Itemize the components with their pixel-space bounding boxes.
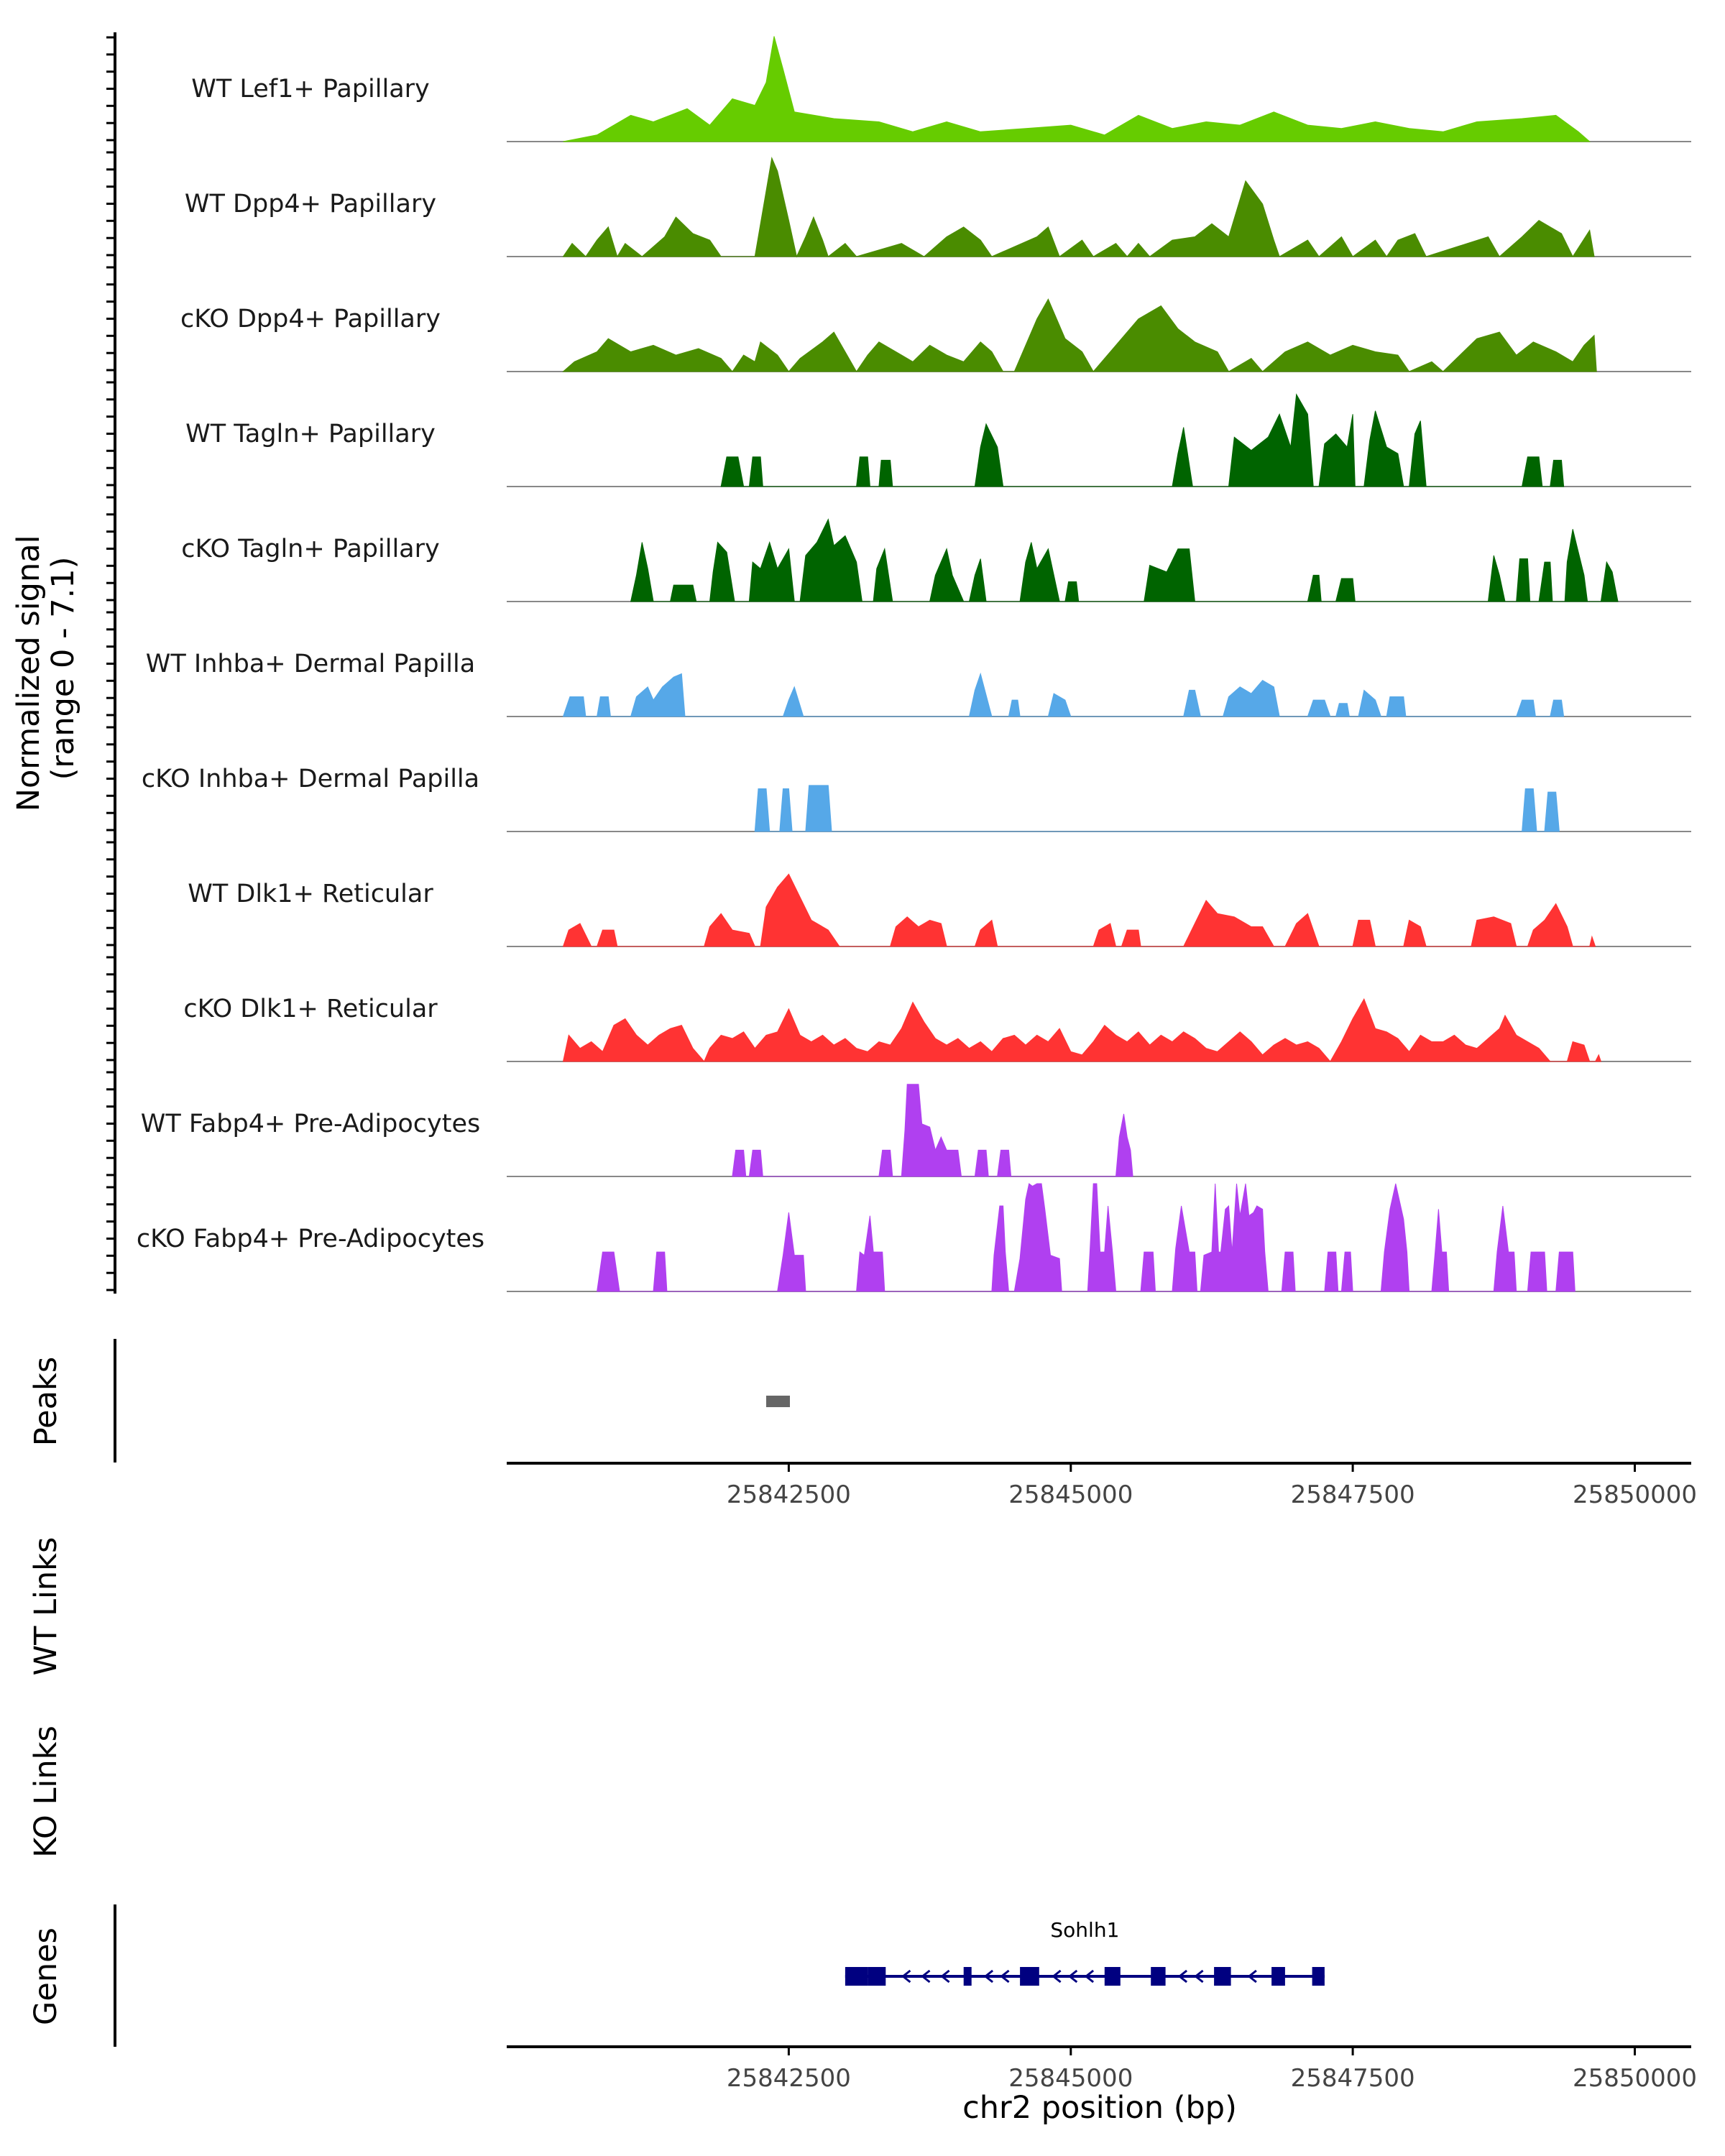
track-label: cKO Dlk1+ Reticular: [183, 995, 438, 1023]
strand-arrow: [1000, 1969, 1010, 1984]
strand-arrow: [983, 1969, 994, 1984]
gene-exon: [1020, 1967, 1039, 1986]
strand-arrow: [1247, 1969, 1257, 1984]
coverage-area: [563, 36, 1591, 142]
coverage-y-axis-label-line1: Normalized signal: [11, 535, 47, 811]
coverage-area: [630, 518, 1619, 602]
x-tick-label: 25845000: [1008, 1480, 1133, 1509]
gene-exon: [868, 1967, 886, 1986]
strand-arrow: [1052, 1969, 1062, 1984]
coverage-area: [597, 1183, 1576, 1292]
x-tick-label: 25842500: [727, 1480, 851, 1509]
track-label: WT Dpp4+ Papillary: [185, 190, 436, 218]
strand-arrow: [921, 1969, 931, 1984]
x-axis-upper: 25842500 25845000 25847500 25850000: [507, 1462, 1697, 1509]
track-cko-dlk1-reticular: cKO Dlk1+ Reticular: [183, 995, 1691, 1062]
track-wt-inhba-dermal-papilla: WT Inhba+ Dermal Papilla: [146, 650, 1691, 717]
track-cko-fabp4-pre-adipocytes: cKO Fabp4+ Pre-Adipocytes: [137, 1183, 1691, 1292]
track-label: cKO Inhba+ Dermal Papilla: [142, 765, 479, 793]
strand-arrow: [1067, 1969, 1078, 1984]
track-label: cKO Fabp4+ Pre-Adipocytes: [137, 1225, 484, 1253]
track-wt-lef1-papillary: WT Lef1+ Papillary: [191, 36, 1691, 142]
peak-region: [766, 1396, 790, 1407]
track-cko-dpp4-papillary: cKO Dpp4+ Papillary: [180, 298, 1691, 372]
peaks-regions: [766, 1396, 790, 1407]
x-tick-label: 25847500: [1291, 1480, 1415, 1509]
strand-arrow: [1177, 1969, 1188, 1984]
x-tick-label: 25842500: [727, 2064, 851, 2093]
coverage-area: [562, 873, 1596, 947]
coverage-y-axis: [106, 32, 116, 1294]
track-cko-tagln-papillary: cKO Tagln+ Papillary: [181, 518, 1691, 602]
track-label: WT Fabp4+ Pre-Adipocytes: [141, 1110, 480, 1138]
strand-arrow: [940, 1969, 950, 1984]
coverage-area: [732, 1084, 1133, 1177]
track-label: cKO Tagln+ Papillary: [181, 535, 440, 563]
gene-exon: [1214, 1967, 1231, 1986]
x-axis-label: chr2 position (bp): [962, 2090, 1237, 2126]
gene-name-label: Sohlh1: [1050, 1918, 1119, 1942]
track-wt-fabp4-pre-adipocytes: WT Fabp4+ Pre-Adipocytes: [141, 1084, 1691, 1177]
gene-model: Sohlh1: [845, 1918, 1325, 1986]
coverage-y-axis-label-line2: (range 0 - 7.1): [45, 557, 81, 780]
track-label: WT Lef1+ Papillary: [191, 75, 430, 103]
track-label: cKO Dpp4+ Papillary: [180, 305, 441, 333]
coverage-tracks: WT Lef1+ Papillary WT Dpp4+ Papillary cKO …: [137, 36, 1691, 1292]
gene-exon: [1151, 1967, 1166, 1986]
track-cko-inhba-dermal-papilla: cKO Inhba+ Dermal Papilla: [142, 765, 1691, 832]
coverage-area: [562, 672, 1565, 717]
track-label: WT Dlk1+ Reticular: [188, 880, 433, 908]
peaks-label: Peaks: [28, 1357, 64, 1447]
strand-arrow: [901, 1969, 911, 1984]
track-wt-tagln-papillary: WT Tagln+ Papillary: [185, 393, 1691, 487]
gene-exon: [845, 1967, 868, 1986]
gene-exon: [1271, 1967, 1285, 1986]
track-label: WT Tagln+ Papillary: [185, 420, 436, 448]
track-label: WT Inhba+ Dermal Papilla: [146, 650, 475, 678]
gene-exon: [963, 1967, 972, 1986]
x-tick-label: 25850000: [1573, 2064, 1697, 2093]
coverage-area: [754, 785, 1560, 832]
genes-label: Genes: [28, 1927, 64, 2025]
x-tick-label: 25850000: [1573, 1480, 1697, 1509]
track-wt-dpp4-papillary: WT Dpp4+ Papillary: [185, 156, 1691, 258]
coverage-area: [562, 156, 1595, 258]
strand-arrow: [1084, 1969, 1095, 1984]
coverage-y-axis-label: Normalized signal (range 0 - 7.1): [11, 525, 81, 811]
gene-exon: [1312, 1967, 1325, 1986]
strand-arrow: [1194, 1969, 1204, 1984]
track-wt-dlk1-reticular: WT Dlk1+ Reticular: [188, 873, 1691, 947]
coverage-area: [562, 298, 1597, 372]
coverage-area: [562, 998, 1602, 1062]
ko-links-label: KO Links: [28, 1726, 64, 1858]
x-tick-label: 25845000: [1008, 2064, 1133, 2093]
gene-exon: [1104, 1967, 1121, 1986]
x-axis-lower: 25842500 25845000 25847500 25850000: [507, 2045, 1697, 2093]
x-tick-label: 25847500: [1291, 2064, 1415, 2093]
wt-links-label: WT Links: [28, 1537, 64, 1676]
coverage-area: [720, 393, 1565, 487]
